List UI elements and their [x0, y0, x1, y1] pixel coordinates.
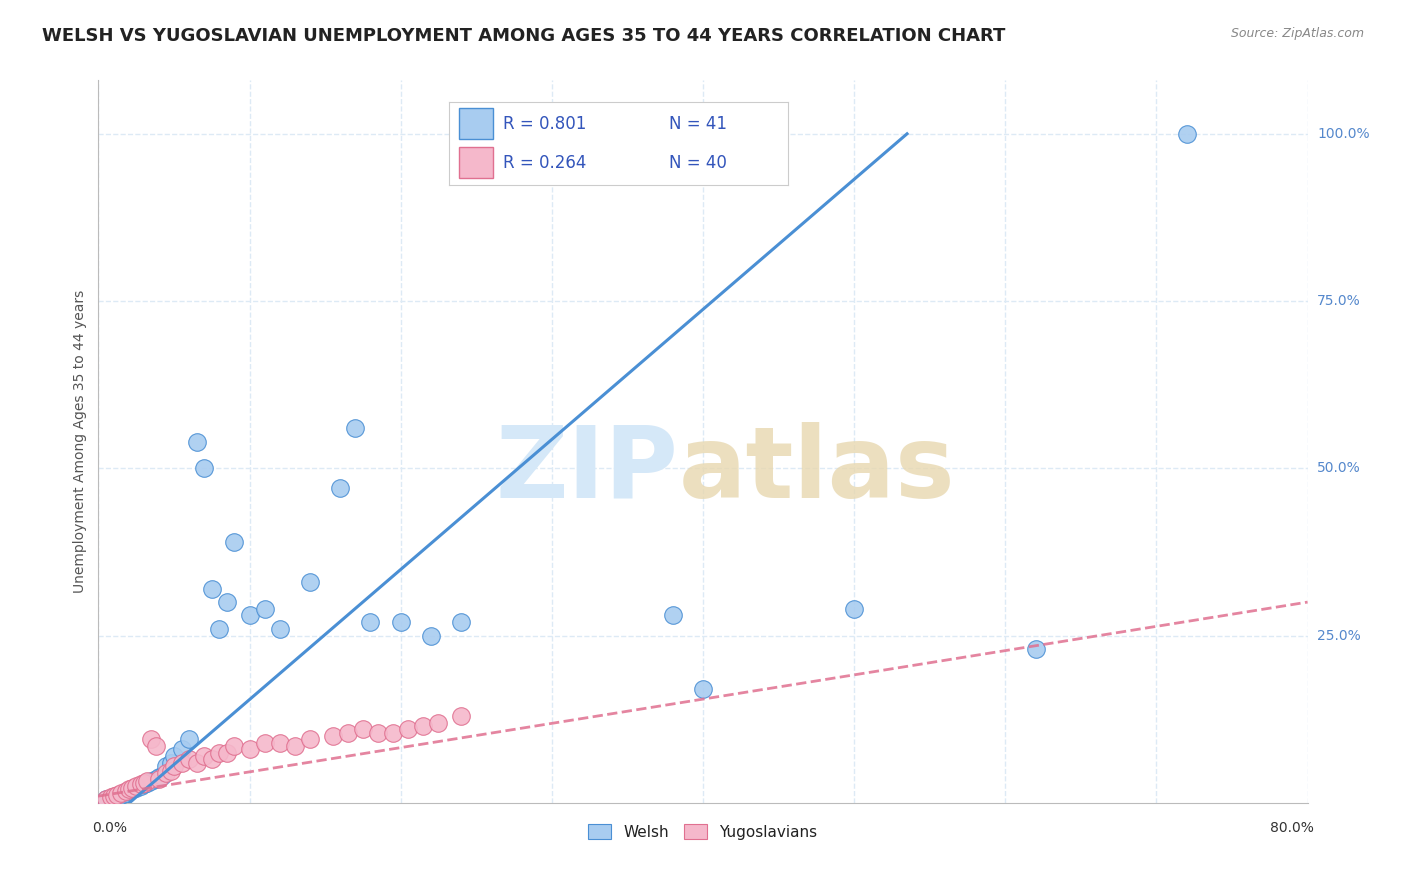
Point: [105, 788, 128, 802]
Point: [141, 774, 163, 789]
Point: [129, 779, 152, 793]
Point: [427, 715, 450, 730]
Point: [103, 789, 125, 804]
Point: [121, 781, 143, 796]
Point: [163, 759, 186, 773]
Point: [148, 772, 170, 787]
Point: [114, 786, 136, 800]
Point: [135, 776, 157, 790]
Point: [110, 788, 132, 802]
Point: [141, 732, 163, 747]
Point: [155, 759, 177, 773]
Point: [269, 735, 291, 749]
Point: [193, 749, 215, 764]
Point: [661, 608, 683, 623]
Point: [170, 742, 193, 756]
Point: [253, 735, 276, 749]
Point: [692, 681, 714, 696]
Point: [132, 777, 155, 791]
Point: [179, 752, 201, 766]
Point: [450, 708, 472, 723]
Point: [389, 615, 412, 630]
Text: Source: ZipAtlas.com: Source: ZipAtlas.com: [1230, 27, 1364, 40]
Point: [121, 782, 143, 797]
Point: [125, 779, 148, 793]
Text: 0.0%: 0.0%: [93, 821, 128, 835]
Point: [208, 746, 231, 760]
Point: [269, 622, 291, 636]
Y-axis label: Unemployment Among Ages 35 to 44 years: Unemployment Among Ages 35 to 44 years: [73, 290, 87, 593]
Point: [129, 777, 152, 791]
Point: [148, 771, 170, 785]
Point: [382, 725, 405, 739]
Point: [114, 784, 136, 798]
Text: 80.0%: 80.0%: [1270, 821, 1313, 835]
Point: [360, 615, 382, 630]
Point: [396, 723, 419, 737]
Point: [105, 789, 128, 804]
Point: [186, 434, 208, 449]
Point: [299, 732, 322, 747]
Point: [186, 756, 208, 770]
Point: [253, 602, 276, 616]
Legend: Welsh, Yugoslavians: Welsh, Yugoslavians: [582, 818, 824, 846]
Point: [215, 746, 238, 760]
Point: [329, 482, 352, 496]
Point: [145, 739, 167, 753]
Point: [844, 602, 866, 616]
Point: [179, 732, 201, 747]
Point: [239, 608, 262, 623]
Text: 100.0%: 100.0%: [1317, 127, 1369, 141]
Point: [367, 725, 389, 739]
Text: 75.0%: 75.0%: [1317, 294, 1361, 308]
Point: [224, 739, 246, 753]
Point: [1175, 127, 1198, 141]
Point: [344, 421, 367, 435]
Point: [163, 749, 186, 764]
Point: [103, 790, 125, 805]
Point: [160, 756, 183, 770]
Point: [170, 756, 193, 770]
Point: [193, 461, 215, 475]
Point: [155, 765, 177, 780]
Point: [224, 534, 246, 549]
Point: [100, 790, 122, 805]
Point: [1024, 642, 1046, 657]
Point: [239, 742, 262, 756]
Point: [336, 725, 359, 739]
Point: [201, 752, 224, 766]
Text: WELSH VS YUGOSLAVIAN UNEMPLOYMENT AMONG AGES 35 TO 44 YEARS CORRELATION CHART: WELSH VS YUGOSLAVIAN UNEMPLOYMENT AMONG …: [42, 27, 1005, 45]
Point: [215, 595, 238, 609]
Point: [352, 723, 374, 737]
Point: [118, 784, 141, 798]
Point: [145, 772, 167, 787]
Point: [201, 582, 224, 596]
Text: 25.0%: 25.0%: [1317, 629, 1361, 642]
Point: [94, 792, 117, 806]
Point: [135, 774, 157, 789]
Point: [110, 786, 132, 800]
Text: ZIP: ZIP: [496, 422, 679, 519]
Point: [412, 719, 434, 733]
Point: [94, 792, 117, 806]
Point: [299, 575, 322, 590]
Point: [160, 764, 183, 778]
Point: [132, 776, 155, 790]
Point: [322, 729, 344, 743]
Text: 50.0%: 50.0%: [1317, 461, 1361, 475]
Point: [420, 628, 443, 642]
Point: [150, 769, 173, 783]
Text: atlas: atlas: [679, 422, 956, 519]
Point: [208, 622, 231, 636]
Point: [118, 782, 141, 797]
Point: [450, 615, 472, 630]
Point: [284, 739, 307, 753]
Point: [125, 781, 148, 796]
